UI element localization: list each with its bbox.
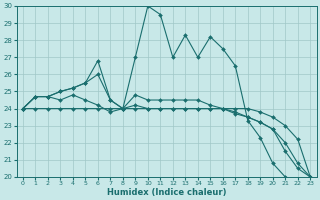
- X-axis label: Humidex (Indice chaleur): Humidex (Indice chaleur): [107, 188, 226, 197]
